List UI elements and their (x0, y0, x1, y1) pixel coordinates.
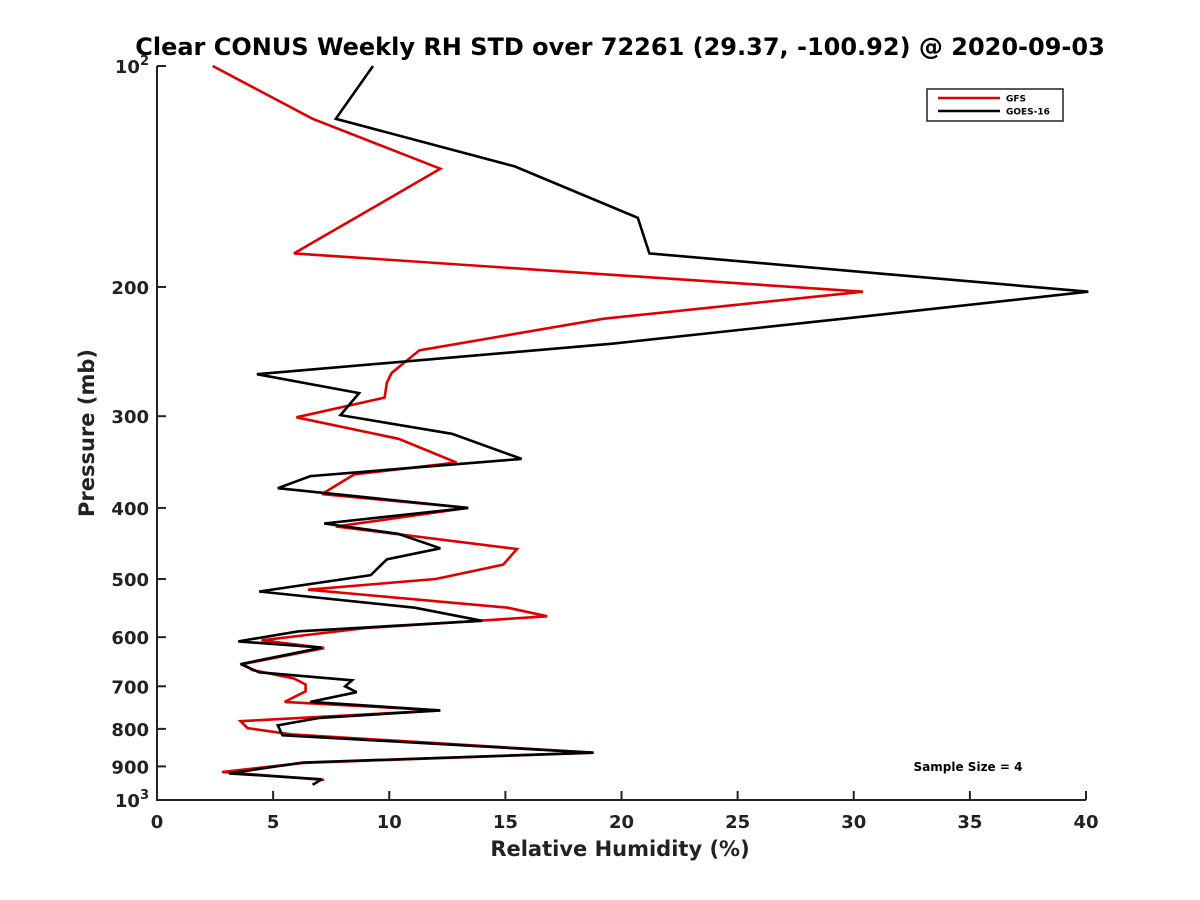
legend-label: GOES-16 (1006, 108, 1050, 118)
x-tick-label: 10 (377, 812, 402, 833)
y-tick-label: 500 (111, 570, 149, 591)
x-ticks: 0 5 10 15 20 25 30 35 40 (151, 791, 1099, 833)
chart-title: Clear CONUS Weekly RH STD over 72261 (29… (135, 33, 1105, 61)
x-tick-label: 35 (957, 812, 982, 833)
series-line-gfs (212, 64, 864, 782)
x-tick-label: 15 (493, 812, 518, 833)
y-tick-label: 800 (111, 720, 149, 741)
y-tick-label: 200 (111, 278, 149, 299)
y-tick-label: 600 (111, 628, 149, 649)
x-tick-label: 0 (151, 812, 164, 833)
x-tick-label: 5 (267, 812, 280, 833)
x-tick-label: 30 (841, 812, 866, 833)
x-tick-label: 25 (725, 812, 750, 833)
series-line-goes-16 (228, 65, 1089, 786)
x-tick-label: 40 (1073, 812, 1098, 833)
legend-label: GFS (1006, 95, 1026, 105)
x-axis-label: Relative Humidity (%) (490, 837, 749, 861)
y-tick-label: 700 (111, 677, 149, 698)
y-tick-label: 900 (111, 757, 149, 778)
sample-size-annotation: Sample Size = 4 (914, 760, 1023, 774)
y-ticks: 102 200 300 400 500 600 700 800 900 103 (111, 54, 166, 812)
y-axis-label: Pressure (mb) (75, 349, 99, 517)
y-tick-label: 102 (115, 54, 149, 78)
y-tick-label: 300 (111, 407, 149, 428)
legend-box (926, 88, 1064, 122)
series-layer (212, 64, 1089, 786)
axes (156, 66, 1086, 801)
legend: GFS GOES-16 (926, 88, 1064, 122)
y-tick-label: 400 (111, 499, 149, 520)
y-tick-label: 103 (115, 788, 149, 812)
x-tick-label: 20 (609, 812, 634, 833)
